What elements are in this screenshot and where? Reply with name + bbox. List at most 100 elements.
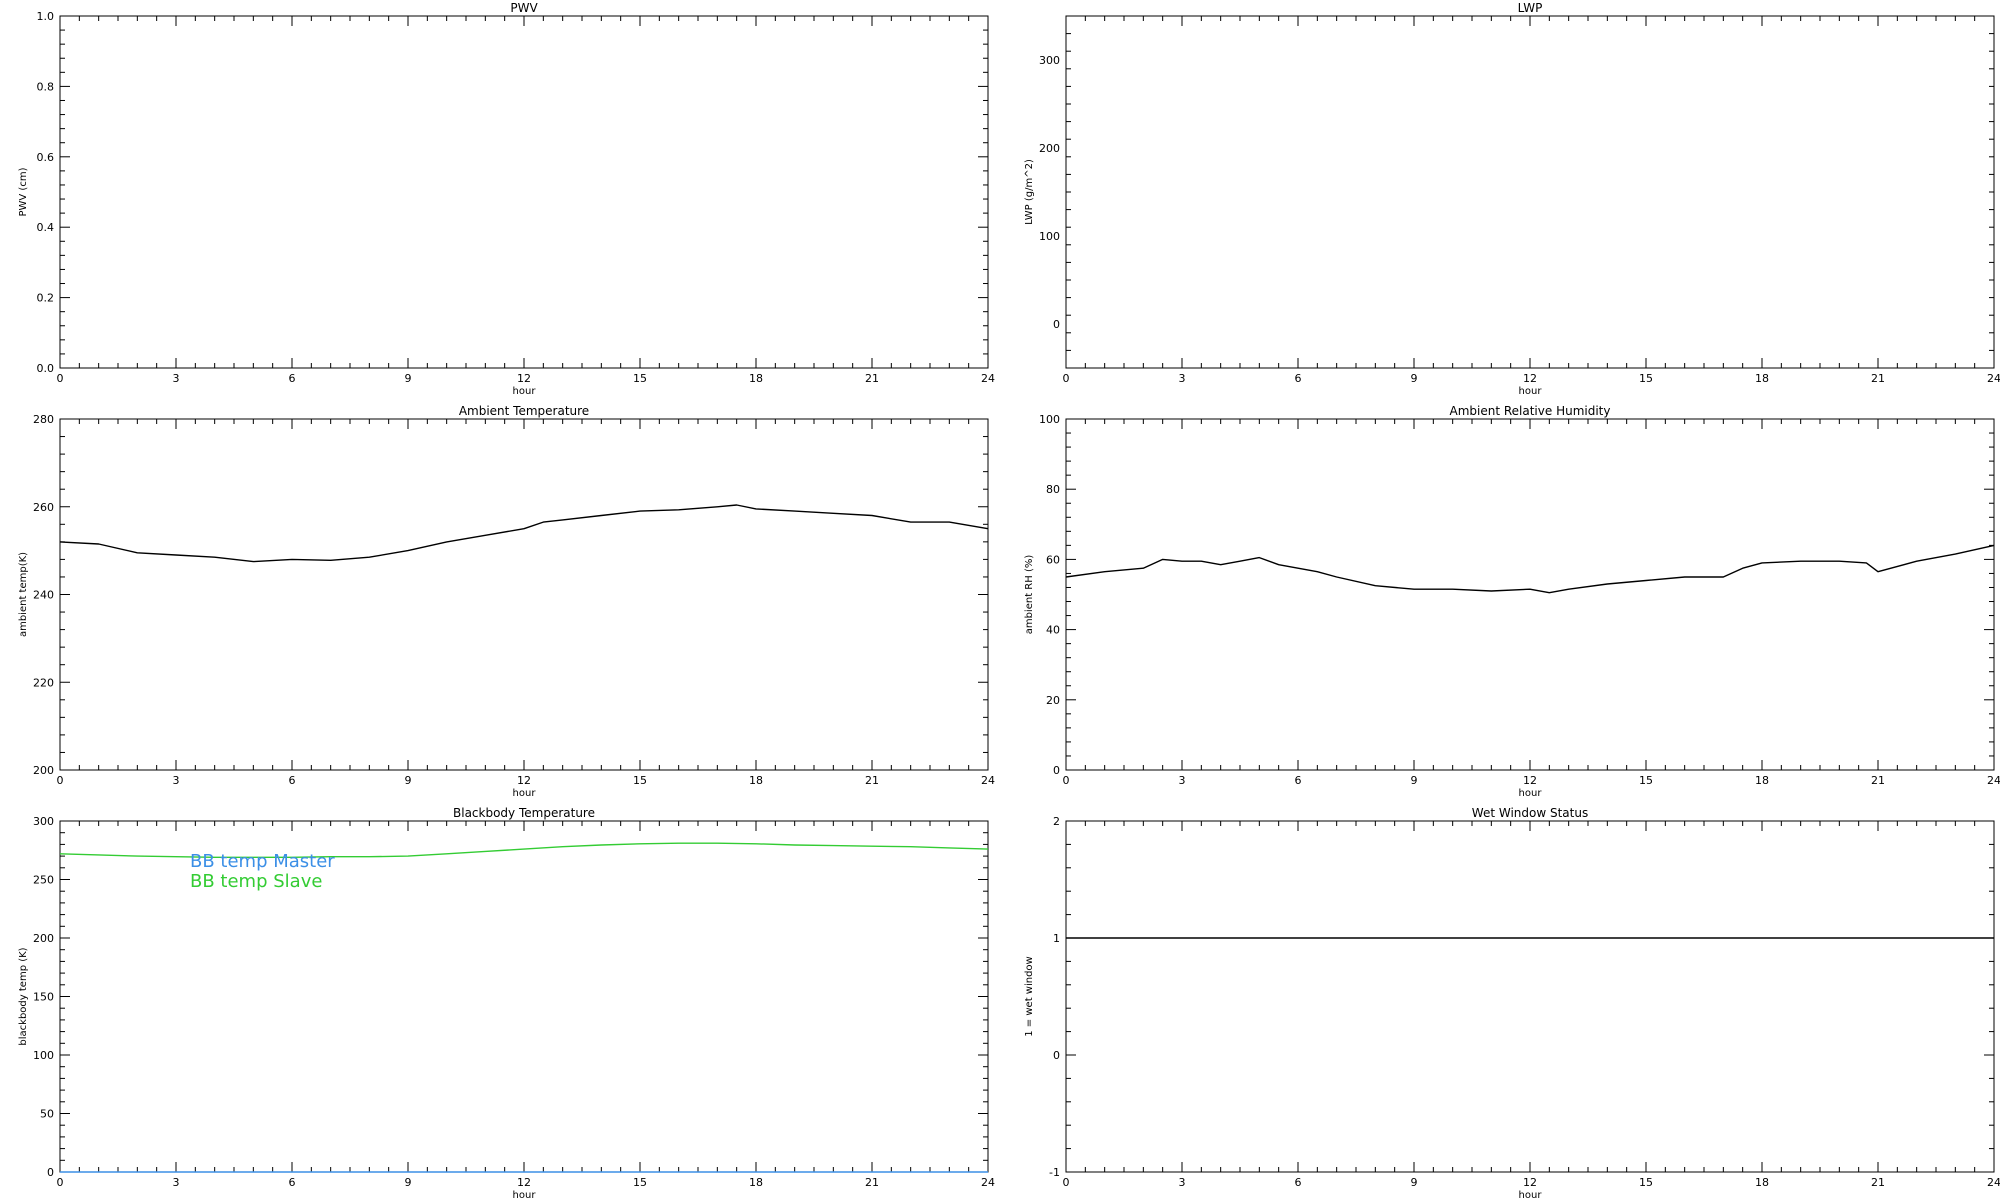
y-tick-label: 20 [1046, 694, 1060, 707]
chart-title: Ambient Relative Humidity [1450, 404, 1611, 418]
plot-frame [1065, 418, 1995, 771]
y-tick-label: 1.0 [37, 10, 55, 23]
y-tick-label: 1 [1053, 932, 1060, 945]
chart-title: Wet Window Status [1472, 806, 1588, 820]
x-tick-label: 21 [865, 774, 879, 787]
y-axis-label: ambient temp(K) [18, 552, 29, 637]
x-tick-label: 12 [1523, 1176, 1537, 1189]
y-tick-label: 0.4 [37, 221, 55, 234]
x-tick-label: 3 [1179, 1176, 1186, 1189]
x-tick-label: 18 [749, 774, 763, 787]
series-line [1065, 544, 1995, 594]
x-tick-label: 24 [1987, 774, 2000, 787]
x-tick-label: 0 [1063, 1176, 1070, 1189]
x-axis-label: hour [1519, 788, 1543, 799]
chart-panel-ambient-temperature: 0 3 6 9 12 15 18 21 24 200 220 240 260 280 Ambient Tem… [18, 404, 995, 799]
x-tick-label: 24 [1987, 372, 2000, 385]
plot-frame [1065, 15, 1995, 369]
y-tick-label: 300 [1039, 54, 1060, 67]
x-axis-label: hour [1519, 1190, 1543, 1200]
chart-title: Ambient Temperature [459, 404, 589, 418]
x-tick-label: 15 [1639, 774, 1653, 787]
x-tick-label: 6 [289, 774, 296, 787]
chart-panel-blackbody-temperature: 0 3 6 9 12 15 18 21 24 0 50 100 150 200 250 300 Blackbod… [18, 806, 995, 1201]
x-tick-label: 18 [1755, 774, 1769, 787]
chart-panel-pwv: 0 3 6 9 12 15 18 21 24 0.0 0.2 0.4 0.6 0.8 1.0 PWV hour P… [18, 1, 995, 397]
y-tick-label: 0.0 [37, 362, 55, 375]
x-axis-label: hour [513, 788, 537, 799]
x-tick-label: 15 [633, 372, 647, 385]
y-tick-label: 50 [40, 1108, 54, 1121]
x-tick-label: 6 [1295, 372, 1302, 385]
plot-frame [59, 418, 989, 771]
x-tick-label: 12 [1523, 774, 1537, 787]
y-tick-label: 100 [1039, 230, 1060, 243]
x-tick-label: 18 [749, 1176, 763, 1189]
x-tick-label: 12 [1523, 372, 1537, 385]
x-tick-label: 21 [1871, 774, 1885, 787]
x-tick-label: 0 [1063, 372, 1070, 385]
x-tick-label: 6 [289, 1176, 296, 1189]
y-axis-label: PWV (cm) [18, 167, 29, 216]
y-tick-label: 0.6 [37, 151, 55, 164]
y-axis-label: ambient RH (%) [1024, 555, 1035, 635]
x-axis-label: hour [1519, 386, 1543, 397]
y-tick-label: 150 [33, 991, 54, 1004]
x-tick-label: 21 [1871, 1176, 1885, 1189]
series-line [59, 842, 989, 858]
x-tick-label: 3 [173, 1176, 180, 1189]
x-tick-label: 21 [865, 372, 879, 385]
y-tick-label: 100 [33, 1049, 54, 1062]
x-tick-label: 3 [173, 774, 180, 787]
x-tick-label: 21 [865, 1176, 879, 1189]
chart-title: Blackbody Temperature [453, 806, 595, 820]
y-tick-label: -1 [1049, 1166, 1060, 1179]
y-tick-label: 0 [1053, 1049, 1060, 1062]
x-tick-label: 24 [981, 774, 995, 787]
x-tick-label: 15 [633, 774, 647, 787]
x-tick-label: 12 [517, 774, 531, 787]
x-tick-label: 0 [57, 774, 64, 787]
y-tick-label: 80 [1046, 483, 1060, 496]
series-line [59, 504, 989, 563]
y-tick-label: 0.8 [37, 80, 55, 93]
y-tick-label: 200 [33, 932, 54, 945]
y-tick-label: 280 [33, 413, 54, 426]
x-tick-label: 9 [1411, 774, 1418, 787]
x-tick-label: 18 [749, 372, 763, 385]
y-tick-label: 200 [1039, 142, 1060, 155]
x-axis-label: hour [513, 386, 537, 397]
y-tick-label: 220 [33, 676, 54, 689]
x-tick-label: 9 [1411, 1176, 1418, 1189]
x-tick-label: 21 [1871, 372, 1885, 385]
x-tick-label: 15 [1639, 372, 1653, 385]
chart-title: PWV [510, 1, 538, 15]
y-tick-label: 0 [47, 1166, 54, 1179]
y-axis-label: 1 = wet window [1024, 956, 1035, 1036]
y-tick-label: 240 [33, 589, 54, 602]
x-tick-label: 24 [981, 372, 995, 385]
x-tick-label: 0 [57, 1176, 64, 1189]
y-axis-label: blackbody temp (K) [18, 947, 29, 1045]
x-tick-label: 15 [633, 1176, 647, 1189]
legend-entry: BB temp Slave [190, 871, 322, 892]
x-tick-label: 24 [981, 1176, 995, 1189]
x-tick-label: 6 [1295, 1176, 1302, 1189]
x-tick-label: 0 [1063, 774, 1070, 787]
x-tick-label: 12 [517, 1176, 531, 1189]
x-axis-label: hour [513, 1190, 537, 1200]
x-tick-label: 9 [405, 774, 412, 787]
x-tick-label: 9 [405, 1176, 412, 1189]
y-tick-label: 0 [1053, 764, 1060, 777]
y-tick-label: 40 [1046, 624, 1060, 637]
x-tick-label: 3 [173, 372, 180, 385]
y-tick-label: 2 [1053, 815, 1060, 828]
x-tick-label: 9 [405, 372, 412, 385]
x-tick-label: 6 [1295, 774, 1302, 787]
x-tick-label: 3 [1179, 774, 1186, 787]
plot-frame [59, 15, 989, 369]
y-tick-label: 60 [1046, 553, 1060, 566]
x-tick-label: 0 [57, 372, 64, 385]
